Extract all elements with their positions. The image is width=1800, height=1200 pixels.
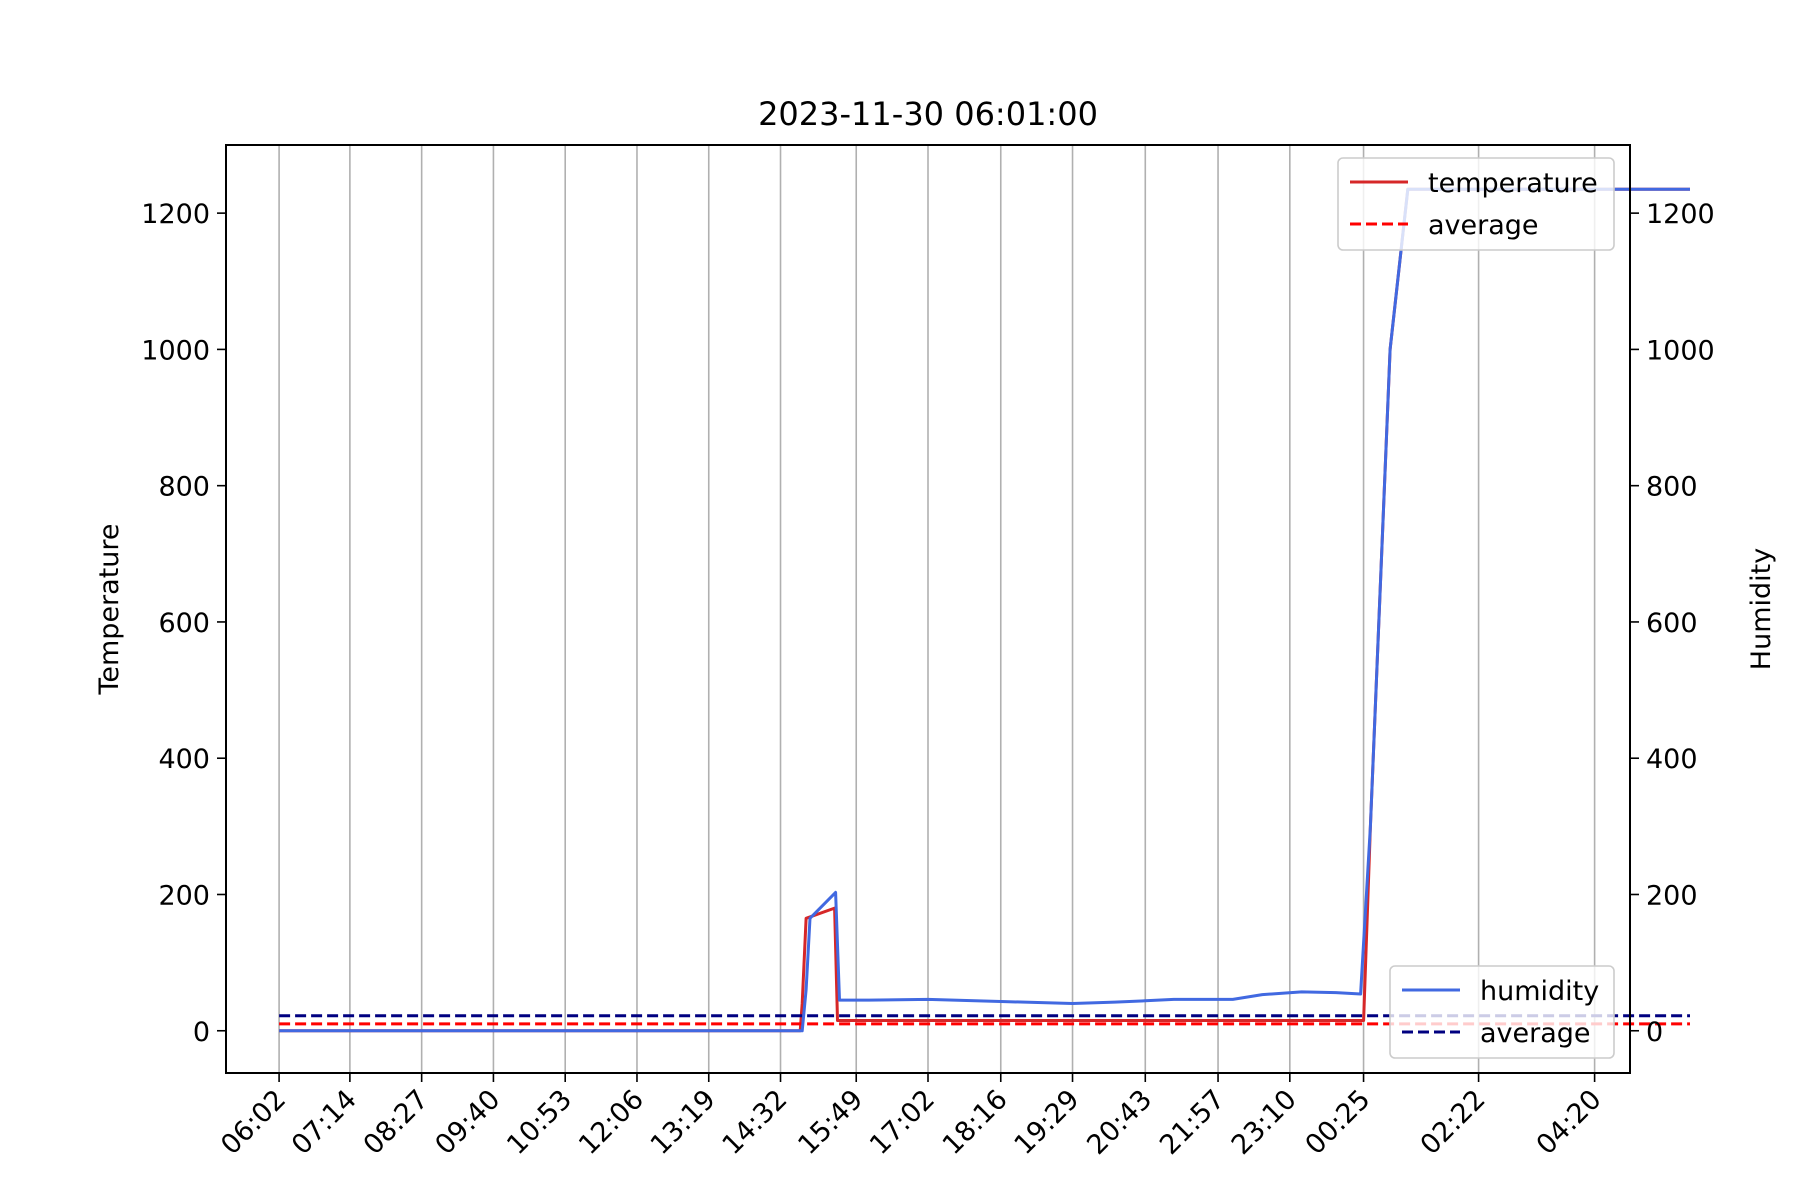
x-tick-label: 07:14 bbox=[286, 1084, 363, 1161]
legend-humidity: humidity average bbox=[1389, 965, 1615, 1059]
y-tick-label-right: 200 bbox=[1646, 880, 1698, 911]
y-tick-label-left: 200 bbox=[158, 880, 210, 911]
chart-title: 2023-11-30 06:01:00 bbox=[758, 95, 1098, 133]
legend-label: temperature bbox=[1428, 168, 1598, 199]
y-tick-label-right: 800 bbox=[1646, 472, 1698, 503]
x-tick-label: 06:02 bbox=[215, 1084, 292, 1161]
x-tick-label: 23:10 bbox=[1226, 1084, 1303, 1161]
y-tick-label-right: 600 bbox=[1646, 608, 1698, 639]
y-tick-label-right: 0 bbox=[1646, 1017, 1663, 1048]
x-tick-label: 20:43 bbox=[1081, 1084, 1158, 1161]
legend-label: humidity bbox=[1480, 976, 1599, 1007]
grid-layer bbox=[278, 145, 1596, 1073]
y-tick-label-left: 400 bbox=[158, 744, 210, 775]
x-tick-label: 13:19 bbox=[645, 1084, 722, 1161]
y-tick-label-right: 1000 bbox=[1646, 335, 1715, 366]
y-tick-label-left: 1000 bbox=[141, 335, 210, 366]
x-tick-label: 04:20 bbox=[1531, 1084, 1608, 1161]
x-tick-label: 00:25 bbox=[1300, 1084, 1377, 1161]
x-tick-label: 02:22 bbox=[1415, 1084, 1492, 1161]
y-tick-label-right: 1200 bbox=[1646, 199, 1715, 230]
y-tick-label-left: 0 bbox=[193, 1017, 210, 1048]
y-tick-label-left: 800 bbox=[158, 472, 210, 503]
series-line-humidity-right bbox=[279, 187, 1690, 1033]
y-axis-label-left: Temperature bbox=[94, 523, 125, 695]
x-tick-label: 18:16 bbox=[937, 1084, 1014, 1161]
legend-label: average bbox=[1428, 210, 1539, 241]
x-tick-label: 12:06 bbox=[573, 1084, 650, 1161]
x-tick-label: 10:53 bbox=[501, 1084, 578, 1161]
legend-label: average bbox=[1480, 1018, 1591, 1049]
x-tick-label: 15:49 bbox=[792, 1084, 869, 1161]
x-tick-label: 14:32 bbox=[717, 1084, 794, 1161]
x-tick-label: 08:27 bbox=[358, 1084, 435, 1161]
x-tick-label: 21:57 bbox=[1154, 1084, 1231, 1161]
legend-temperature: temperature average bbox=[1337, 157, 1615, 251]
x-tick-label: 17:02 bbox=[864, 1084, 941, 1161]
y-axis-label-right: Humidity bbox=[1746, 548, 1777, 670]
x-tick-label: 09:40 bbox=[429, 1084, 506, 1161]
y-tick-label-left: 1200 bbox=[141, 199, 210, 230]
y-tick-label-left: 600 bbox=[158, 608, 210, 639]
y-tick-label-right: 400 bbox=[1646, 744, 1698, 775]
x-tick-label: 19:29 bbox=[1009, 1084, 1086, 1161]
